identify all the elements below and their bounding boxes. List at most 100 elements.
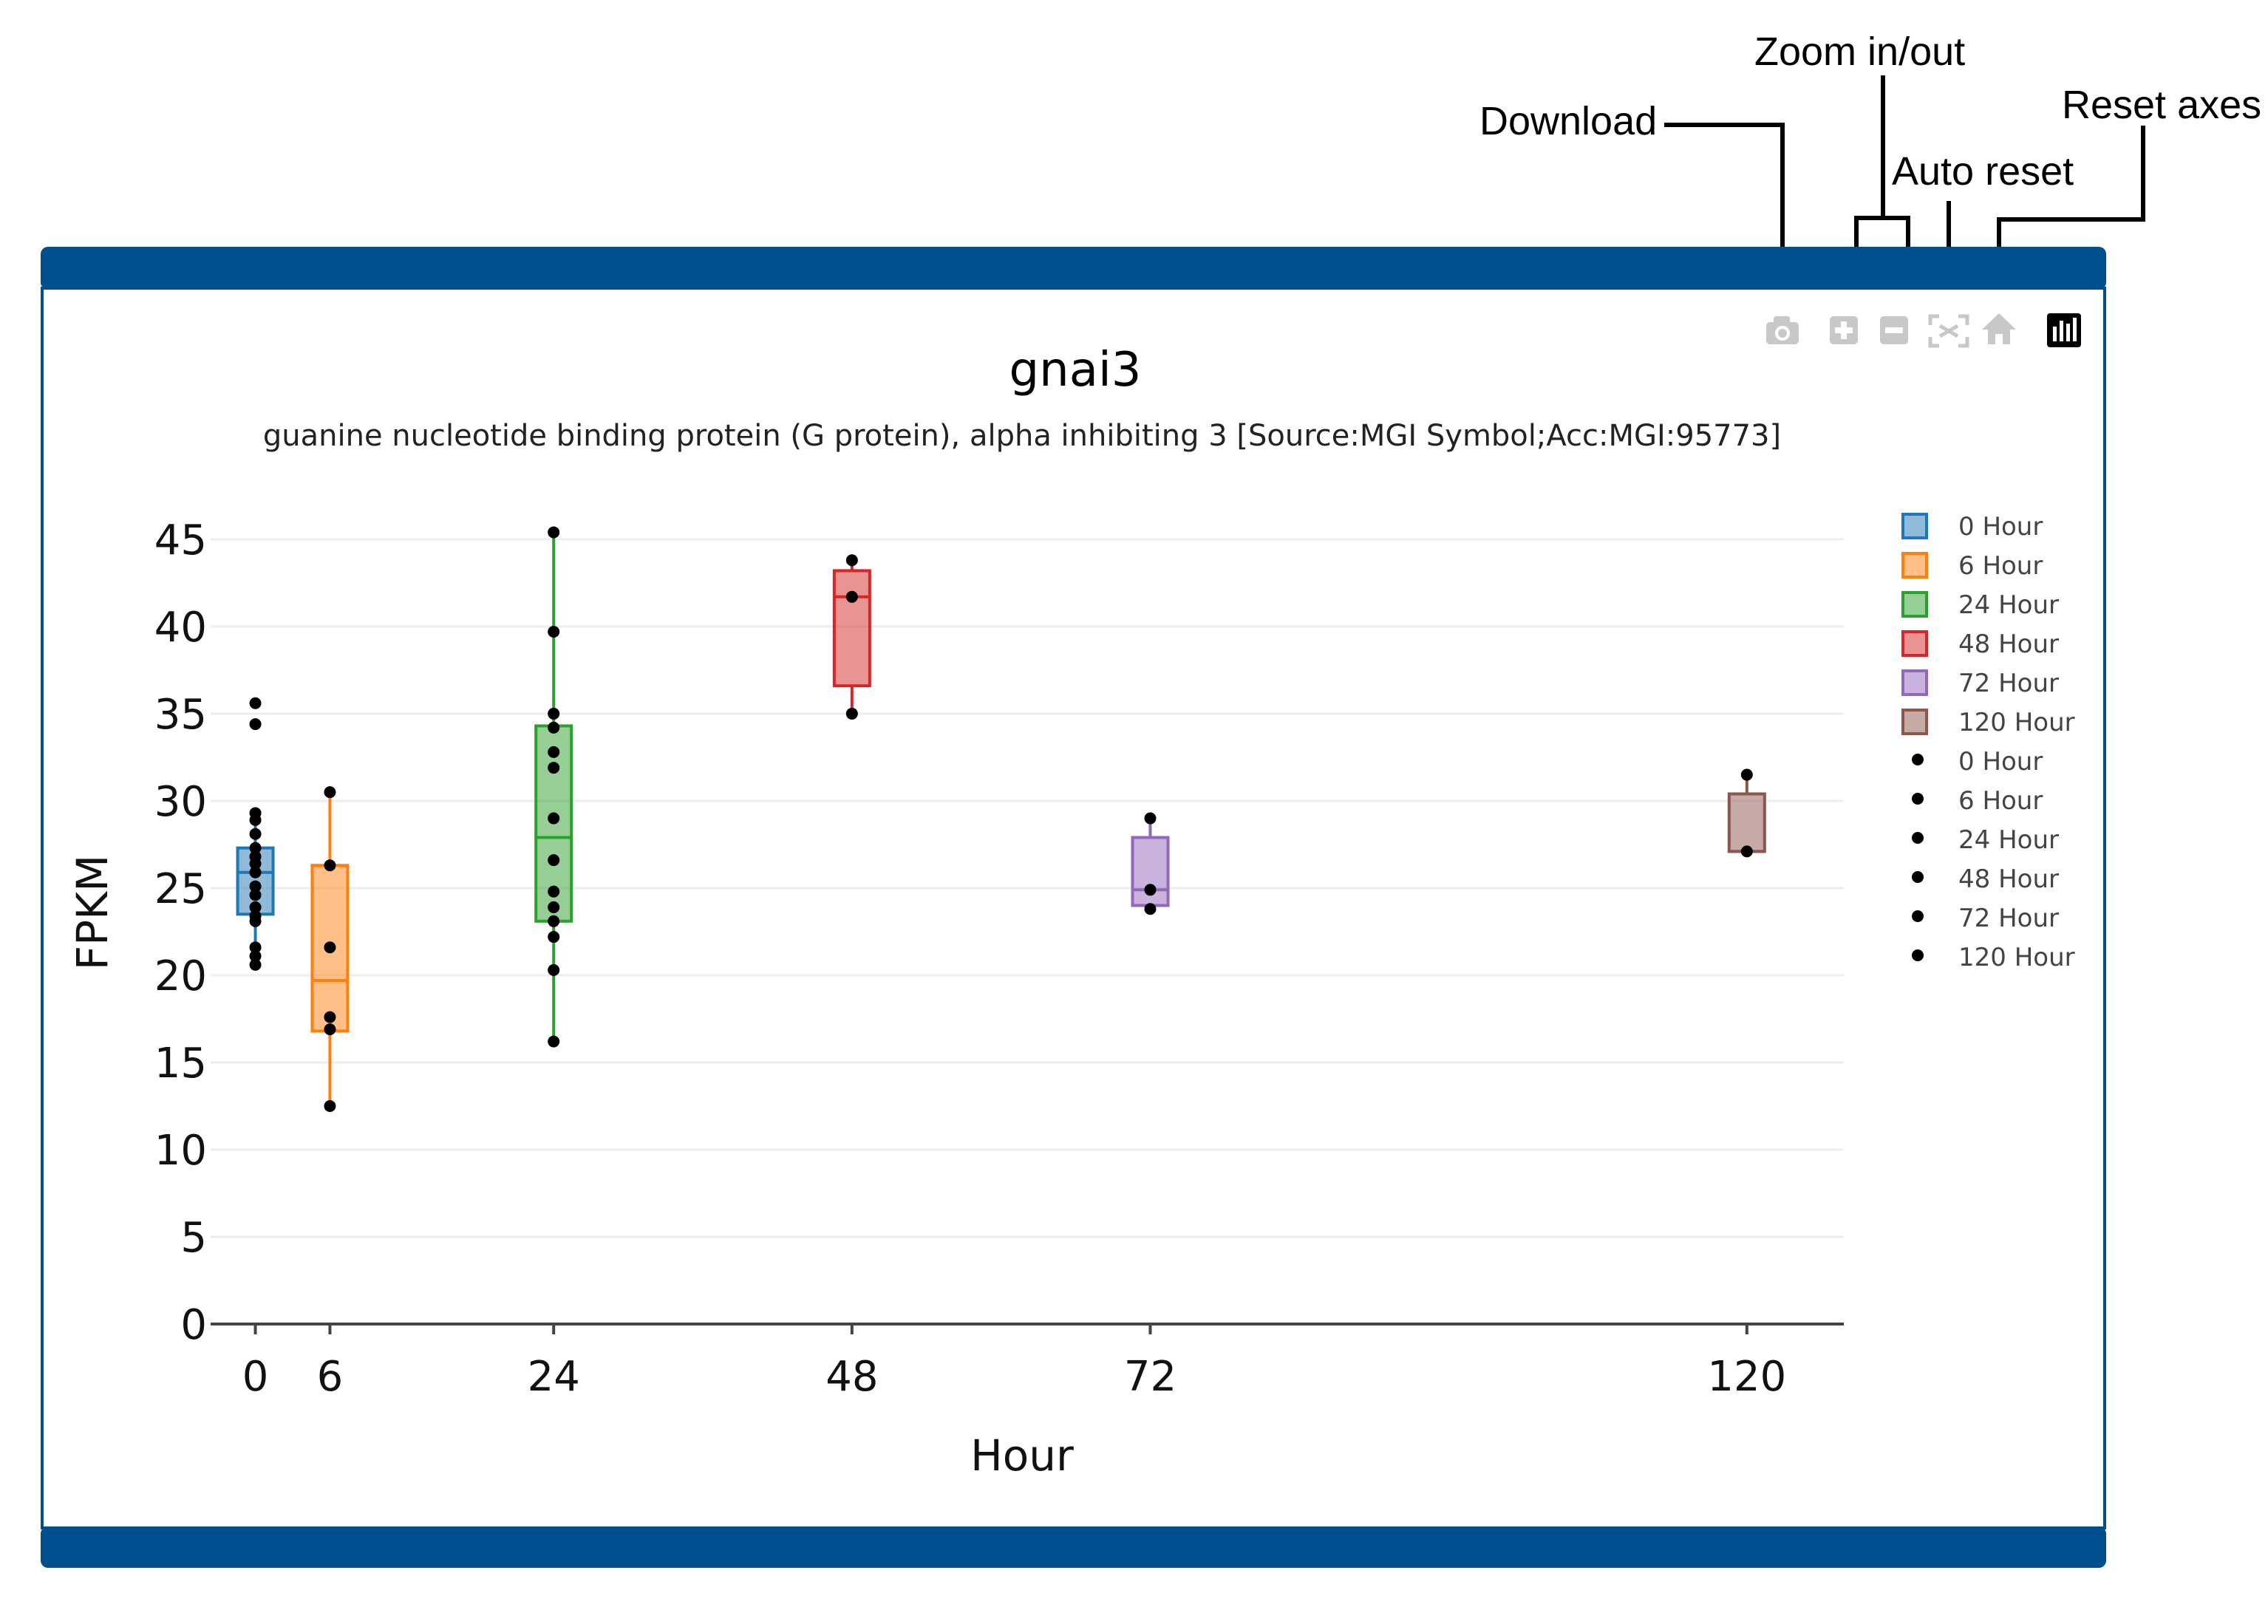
plot-panel	[41, 287, 2106, 1529]
data-point-24-hour[interactable]	[548, 526, 560, 539]
legend-label: 48 Hour	[1958, 630, 2059, 659]
legend-item-points-72-hour[interactable]: 72 Hour	[1912, 904, 2059, 933]
data-point-24-hour[interactable]	[548, 721, 560, 734]
frame-top-bar	[41, 247, 2106, 290]
data-point-0-hour[interactable]	[249, 889, 262, 901]
plotly-logo-icon[interactable]	[2047, 313, 2081, 347]
data-point-0-hour[interactable]	[249, 901, 262, 913]
legend-item-box-24-hour[interactable]: 24 Hour	[1901, 590, 2059, 620]
data-point-0-hour[interactable]	[249, 958, 262, 971]
zoom-out-icon[interactable]	[1880, 316, 1908, 344]
x-tick-label: 72	[1124, 1353, 1176, 1401]
y-axis-title: FPKM	[67, 855, 118, 970]
legend-swatch	[1901, 630, 1928, 657]
data-point-6-hour[interactable]	[324, 1099, 336, 1112]
data-point-6-hour[interactable]	[324, 859, 336, 872]
legend-item-box-0-hour[interactable]: 0 Hour	[1901, 512, 2043, 542]
data-point-24-hour[interactable]	[548, 963, 560, 976]
legend-label: 6 Hour	[1958, 551, 2043, 581]
legend-item-box-6-hour[interactable]: 6 Hour	[1901, 551, 2043, 581]
data-point-24-hour[interactable]	[548, 901, 560, 913]
legend-item-points-6-hour[interactable]: 6 Hour	[1912, 786, 2043, 816]
data-point-0-hour[interactable]	[249, 718, 262, 731]
y-tick-labels: 0 5 10 15 20 25 30 35 40 45	[154, 516, 207, 1349]
legend-label: 24 Hour	[1958, 590, 2059, 620]
data-point-48-hour[interactable]	[845, 554, 858, 567]
data-point-6-hour[interactable]	[324, 941, 336, 954]
data-point-24-hour[interactable]	[548, 707, 560, 720]
legend-item-points-0-hour[interactable]: 0 Hour	[1912, 747, 2043, 777]
data-point-6-hour[interactable]	[324, 786, 336, 799]
zoom-in-icon[interactable]	[1830, 316, 1858, 344]
data-point-24-hour[interactable]	[548, 854, 560, 867]
legend-marker	[1912, 793, 1924, 805]
data-point-120-hour[interactable]	[1740, 845, 1753, 858]
legend-label: 120 Hour	[1958, 943, 2075, 972]
data-point-0-hour[interactable]	[249, 842, 262, 854]
x-axis-title: Hour	[970, 1430, 1074, 1481]
frame-bottom-bar	[41, 1526, 2106, 1568]
data-point-48-hour[interactable]	[845, 590, 858, 603]
legend-item-points-120-hour[interactable]: 120 Hour	[1912, 943, 2075, 972]
y-tick-label: 5	[180, 1214, 207, 1262]
legend-swatch	[1901, 591, 1928, 618]
data-point-0-hour[interactable]	[249, 866, 262, 878]
legend-swatch	[1901, 709, 1928, 735]
x-tick-label: 6	[317, 1353, 344, 1401]
legend-swatch	[1901, 513, 1928, 539]
data-point-0-hour[interactable]	[249, 941, 262, 954]
legend: 0 Hour 6 Hour 24 Hour 48 Hour 72 Hour 120 Hou…	[1901, 512, 2075, 972]
legend-item-box-120-hour[interactable]: 120 Hour	[1901, 708, 2075, 737]
data-point-0-hour[interactable]	[249, 880, 262, 893]
data-point-24-hour[interactable]	[548, 915, 560, 927]
x-tick-label: 0	[242, 1353, 269, 1401]
data-point-0-hour[interactable]	[249, 828, 262, 840]
legend-marker	[1912, 910, 1924, 922]
reset-axes-annotation: Reset axes	[2062, 83, 2261, 127]
data-point-6-hour[interactable]	[324, 1011, 336, 1023]
download-callout-line	[1664, 123, 1785, 299]
y-tick-label: 45	[154, 516, 207, 564]
box-body	[832, 569, 871, 688]
data-point-72-hour[interactable]	[1144, 812, 1157, 825]
legend-item-points-24-hour[interactable]: 24 Hour	[1912, 825, 2059, 855]
data-point-24-hour[interactable]	[548, 762, 560, 774]
legend-label: 0 Hour	[1958, 747, 2043, 777]
data-point-24-hour[interactable]	[548, 625, 560, 638]
data-point-0-hour[interactable]	[249, 915, 262, 927]
data-point-24-hour[interactable]	[548, 746, 560, 758]
data-points	[249, 526, 1753, 1112]
chart-title: gnai3	[1009, 343, 1142, 398]
data-point-72-hour[interactable]	[1144, 884, 1157, 896]
data-point-72-hour[interactable]	[1144, 903, 1157, 915]
legend-item-points-48-hour[interactable]: 48 Hour	[1912, 864, 2059, 894]
box-48-hour[interactable]	[832, 560, 871, 714]
legend-label: 24 Hour	[1958, 825, 2059, 855]
data-point-24-hour[interactable]	[548, 812, 560, 825]
home-icon[interactable]	[1982, 313, 2016, 344]
legend-marker	[1912, 754, 1924, 765]
data-point-0-hour[interactable]	[249, 813, 262, 826]
autoscale-icon[interactable]	[1928, 314, 1969, 348]
data-point-0-hour[interactable]	[249, 697, 262, 709]
data-point-0-hour[interactable]	[249, 949, 262, 962]
data-point-24-hour[interactable]	[548, 931, 560, 944]
data-point-24-hour[interactable]	[548, 1035, 560, 1048]
data-point-0-hour[interactable]	[249, 857, 262, 870]
data-point-48-hour[interactable]	[845, 707, 858, 720]
legend-marker	[1912, 949, 1924, 961]
legend-item-box-48-hour[interactable]: 48 Hour	[1901, 630, 2059, 659]
data-point-24-hour[interactable]	[548, 885, 560, 898]
y-tick-label: 40	[154, 604, 207, 652]
zoom-annotation: Zoom in/out	[1754, 30, 1965, 74]
legend-label: 6 Hour	[1958, 786, 2043, 816]
y-tick-label: 0	[180, 1301, 207, 1349]
data-point-120-hour[interactable]	[1740, 768, 1753, 781]
data-point-6-hour[interactable]	[324, 1023, 336, 1036]
x-tick-label: 120	[1707, 1353, 1786, 1401]
y-tick-label: 15	[154, 1040, 207, 1088]
modebar	[1766, 313, 2081, 348]
camera-icon[interactable]	[1766, 316, 1799, 344]
legend-swatch	[1901, 669, 1928, 696]
legend-item-box-72-hour[interactable]: 72 Hour	[1901, 669, 2059, 698]
